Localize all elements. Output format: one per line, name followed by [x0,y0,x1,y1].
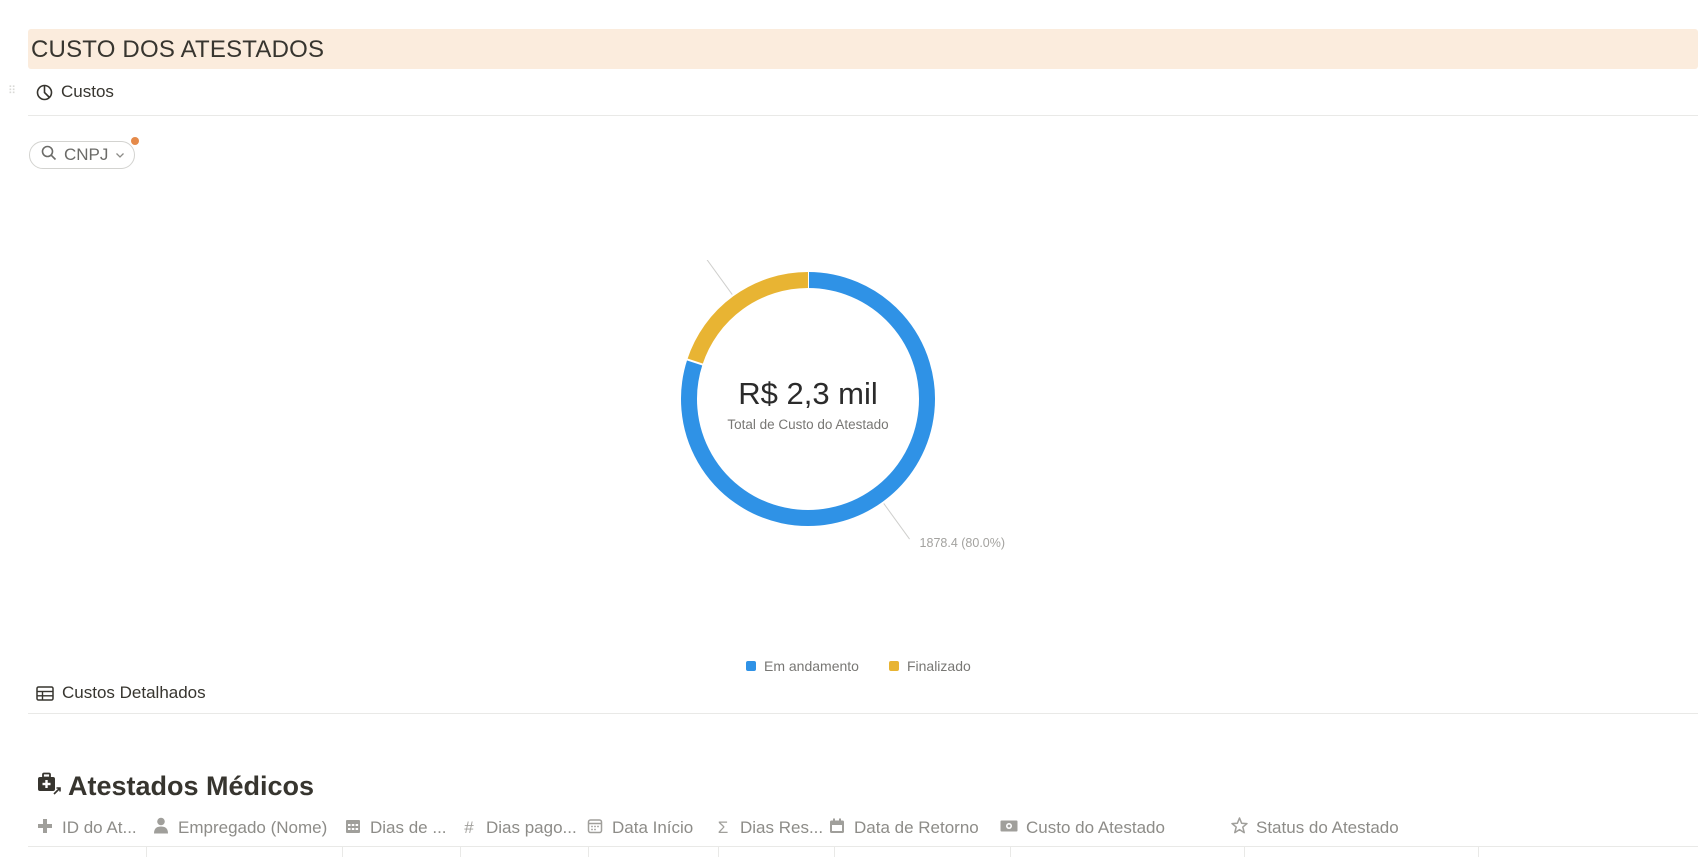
column-label: Data Início [612,818,694,837]
column-label: Status do Atestado [1256,818,1399,837]
column-label: Data de Retorno [854,818,979,837]
donut-center-value: R$ 2,3 mil [738,376,878,411]
legend-item-em-andamento[interactable]: Em andamento [746,658,859,674]
filter-active-indicator [131,137,139,145]
column-separator [1244,846,1245,857]
chevron-down-icon [115,145,125,165]
column-label: Custo do Atestado [1026,818,1165,837]
column-header-return-date[interactable]: Data de Retorno [828,810,979,846]
data-label-leader [706,260,733,295]
hash-icon: # [464,818,474,837]
legend-label-finalizado: Finalizado [906,658,971,674]
column-header-days-paid[interactable]: # Dias pago... [460,810,577,846]
legend-item-finalizado[interactable]: Finalizado [888,658,971,674]
divider [28,115,1698,116]
chart-legend: Em andamento Finalizado [746,658,971,674]
callout-title: CUSTO DOS ATESTADOS [31,36,325,63]
legend-swatch-em-andamento [746,661,756,671]
column-label: Dias Res... [740,818,824,837]
page-callout: CUSTO DOS ATESTADOS [28,29,1698,69]
drag-handle-icon[interactable]: ⠿ [8,85,17,97]
donut-slice-finalizado[interactable] [687,272,809,365]
pie-chart-icon [36,84,53,101]
column-label: ID do At... [62,818,137,837]
column-separator [342,846,343,857]
column-header-id[interactable]: ID do At... [36,810,137,846]
donut-center-label: Total de Custo do Atestado [727,417,888,432]
column-label: Dias de ... [370,818,447,837]
column-separator [146,846,147,857]
sigma-icon: Σ [717,818,729,837]
donut-slice-em-andamento[interactable] [681,272,935,526]
column-label: Empregado (Nome) [178,818,328,837]
calendar-icon [586,818,604,839]
slice-separator [686,358,704,366]
database-title[interactable]: Atestados Médicos [36,770,314,803]
search-icon [41,145,57,166]
column-separator [834,846,835,857]
table-header: ID do At... Empregado (Nome) Dias de ...… [28,810,1698,847]
column-separator [1010,846,1011,857]
data-label-leader [883,503,910,540]
tab-table-label: Custos Detalhados [62,683,206,702]
column-header-days-off[interactable]: Dias de ... [344,810,447,846]
plus-icon [36,818,54,839]
tab-table-view[interactable]: Custos Detalhados [36,683,206,703]
column-header-days-remaining[interactable]: Σ Dias Res... [714,810,823,846]
column-header-start-date[interactable]: Data Início [586,810,693,846]
donut-chart: 1878.4 (80.0%)468.69 (20.0%)R$ 2,3 milTo… [681,260,1005,550]
tab-chart-view[interactable]: Custos [36,82,114,102]
column-separator [1478,846,1479,857]
calendar-filled-icon [828,818,846,839]
legend-swatch-finalizado [888,661,899,671]
money-icon [1000,818,1018,838]
column-header-status[interactable]: Status do Atestado [1230,810,1399,846]
filter-label: CNPJ [64,145,109,164]
person-icon [152,817,170,839]
legend-label-em-andamento: Em andamento [764,658,859,674]
database-title-text: Atestados Médicos [68,771,315,801]
column-header-cost[interactable]: Custo do Atestado [1000,810,1165,846]
calendar-grid-icon [344,818,362,839]
cnpj-filter-button[interactable]: CNPJ [29,141,135,169]
column-label: Dias pago... [486,818,577,837]
tab-chart-label: Custos [61,82,114,101]
column-header-employee[interactable]: Empregado (Nome) [152,810,327,846]
column-separator [588,846,589,857]
table-icon [36,685,54,701]
star-icon [1230,817,1248,839]
medical-kit-icon [36,770,62,803]
divider [28,713,1698,714]
column-separator [718,846,719,857]
column-separator [460,846,461,857]
data-label: 1878.4 (80.0%) [920,536,1005,550]
